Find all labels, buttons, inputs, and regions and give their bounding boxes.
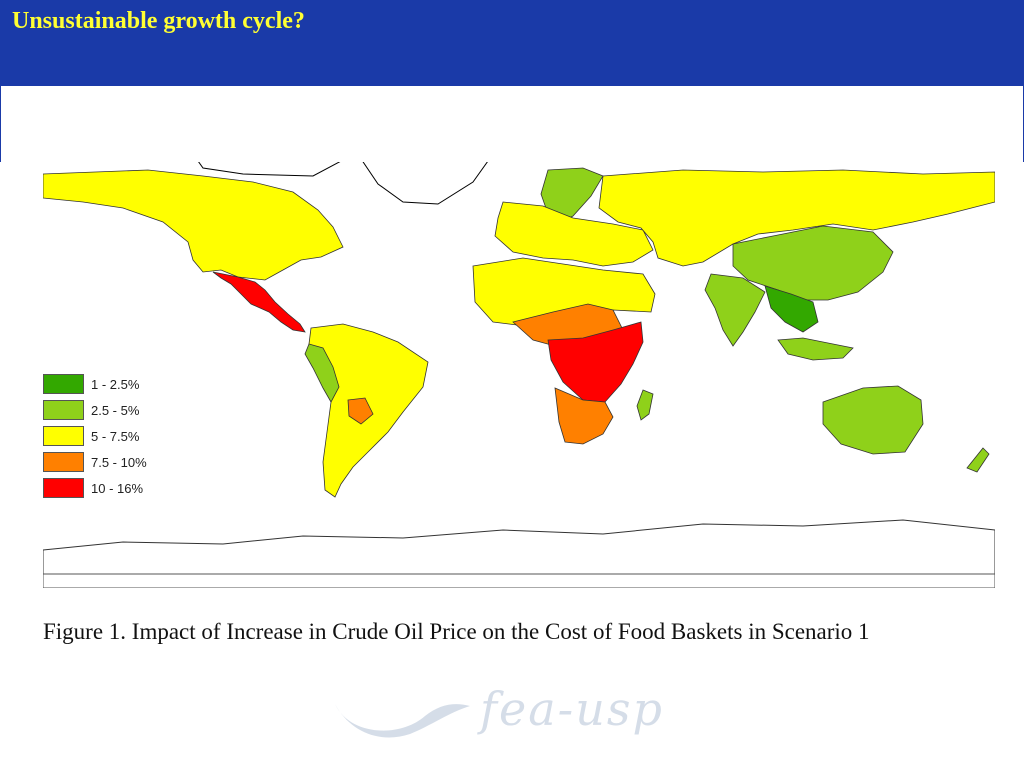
region-russia-central-asia (598, 169, 995, 267)
legend-item: 7.5 - 10% (43, 452, 213, 474)
legend-swatch (43, 374, 84, 394)
legend-label: 7.5 - 10% (91, 455, 147, 470)
watermark-text: fea-usp (480, 682, 664, 736)
fea-usp-logo-icon (335, 704, 470, 738)
legend-label: 5 - 7.5% (91, 429, 140, 444)
region-australia (822, 385, 924, 455)
region-ecuador-peru (304, 343, 340, 403)
region-india (704, 273, 766, 347)
legend-swatch (43, 478, 84, 498)
fea-usp-watermark: fea-usp (330, 682, 690, 746)
region-china (732, 225, 894, 301)
legend-swatch (43, 452, 84, 472)
region-madagascar (636, 389, 654, 421)
region-southeast-asia (764, 285, 819, 333)
greenland-outline (362, 162, 488, 205)
world-map-svg (43, 162, 995, 588)
slide-header: Unsustainable growth cycle? (0, 0, 1024, 86)
legend-item: 1 - 2.5% (43, 374, 213, 396)
legend-swatch (43, 426, 84, 446)
legend-label: 10 - 16% (91, 481, 144, 496)
header-side-bar-left (0, 86, 1, 162)
region-philippines-indonesia (777, 337, 854, 361)
region-antarctica (43, 519, 995, 588)
arctic-islands-outline (198, 162, 341, 177)
region-paraguay (347, 397, 374, 425)
slide-title: Unsustainable growth cycle? (12, 8, 305, 34)
legend-label: 1 - 2.5% (91, 377, 140, 392)
world-map (43, 162, 995, 588)
region-europe (494, 201, 654, 267)
legend-item: 10 - 16% (43, 478, 213, 500)
figure-caption: Figure 1. Impact of Increase in Crude Oi… (43, 619, 870, 644)
legend-item: 5 - 7.5% (43, 426, 213, 448)
legend-item: 2.5 - 5% (43, 400, 213, 422)
region-east-central-africa (547, 321, 644, 403)
region-scandinavia (540, 167, 604, 223)
legend-swatch (43, 400, 84, 420)
region-mexico-central-america (212, 271, 306, 333)
region-north-america (43, 169, 344, 281)
map-bottom-frame (43, 573, 995, 588)
region-southern-africa (554, 387, 614, 445)
region-new-zealand (966, 447, 990, 473)
legend-label: 2.5 - 5% (91, 403, 140, 418)
